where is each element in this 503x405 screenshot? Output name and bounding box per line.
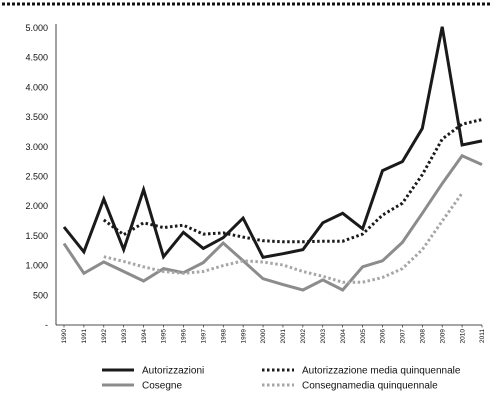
x-tick-label: 1993: [121, 329, 128, 344]
x-tick-label: 2011: [479, 329, 486, 343]
x-tick-label: 2006: [380, 329, 387, 344]
legend-label: Consegnamedia quinquennale: [302, 381, 438, 392]
y-tick-label: 5.000: [25, 23, 48, 33]
x-tick-label: 1991: [81, 329, 88, 344]
legend-label: Autorizzazioni: [142, 366, 204, 377]
x-tick-label: 1992: [101, 329, 108, 344]
y-tick-label: 500: [33, 290, 48, 300]
y-tick-label: 2.000: [25, 201, 48, 211]
x-axis-ticks: 1990 1991 1992 1993 1994 1995 1996 1997 1998 1999…: [61, 325, 486, 343]
x-tick-label: 1995: [161, 329, 168, 344]
y-axis-ticks: - 500 1.000 1.500 2.000 2.500 3.000 3.500 4.000 4…: [25, 23, 48, 330]
x-tick-label: 1998: [220, 329, 227, 344]
y-tick-label: 1.500: [25, 231, 48, 241]
legend: Autorizzazioni Autorizzazione media quinq…: [102, 366, 461, 392]
x-tick-label: 1990: [61, 329, 68, 344]
x-tick-label: 2005: [360, 329, 367, 344]
y-tick-label: 3.000: [25, 142, 48, 152]
x-tick-label: 2008: [419, 329, 426, 344]
x-tick-label: 2007: [400, 329, 407, 344]
series-line-2: [62, 153, 483, 292]
x-tick-label: 2002: [300, 329, 307, 344]
x-tick-label: 2009: [439, 329, 446, 344]
x-tick-label: 2001: [280, 329, 287, 344]
series-line-3: [103, 192, 464, 284]
series-line-0: [62, 26, 483, 260]
series-lines: [62, 26, 483, 292]
x-tick-label: 1997: [201, 329, 208, 344]
y-tick-label: 1.000: [25, 261, 48, 271]
x-tick-label: 1996: [181, 329, 188, 344]
legend-label: Autorizzazione media quinquennale: [302, 366, 461, 377]
y-tick-label: -: [45, 320, 48, 330]
x-tick-label: 2003: [320, 329, 327, 344]
x-tick-label: 2010: [459, 329, 466, 344]
y-tick-label: 4.000: [25, 82, 48, 92]
x-tick-label: 1994: [141, 329, 148, 344]
y-tick-label: 2.500: [25, 172, 48, 182]
series-line-1: [102, 118, 483, 244]
y-tick-label: 4.500: [25, 53, 48, 63]
x-tick-label: 2004: [340, 329, 347, 344]
x-tick-label: 2000: [260, 329, 267, 344]
y-tick-label: 3.500: [25, 112, 48, 122]
x-tick-label: 1999: [240, 329, 247, 344]
legend-label: Cosegne: [142, 381, 182, 392]
